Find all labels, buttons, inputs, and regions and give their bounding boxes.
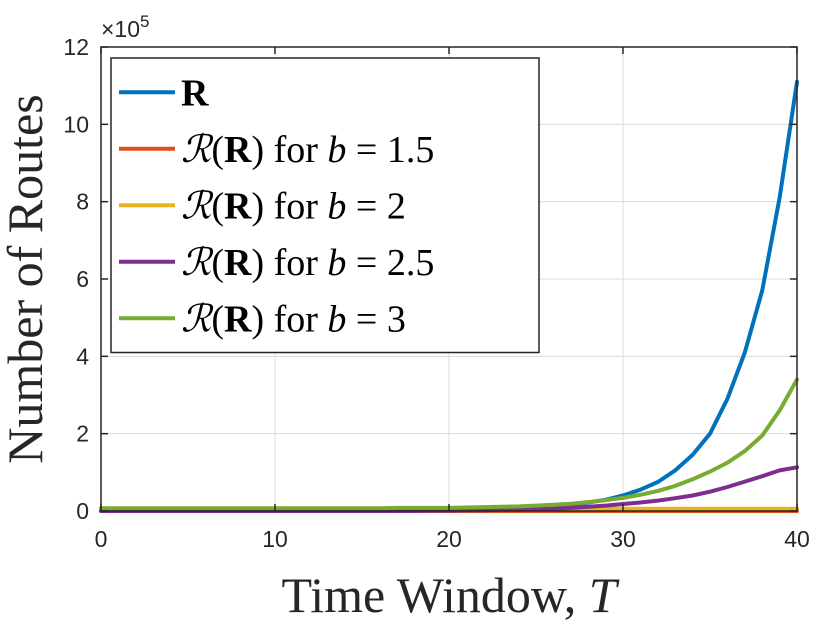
y-tick-label: 6 — [76, 266, 89, 292]
x-tick-label: 20 — [436, 526, 462, 552]
legend-entry-4: ℛ(R) for b = 2.5 — [181, 242, 434, 284]
x-tick-label: 0 — [95, 526, 108, 552]
legend-entry-1: R — [181, 72, 209, 114]
y-tick-label: 12 — [63, 34, 89, 60]
x-tick-label: 30 — [610, 526, 636, 552]
legend: R ℛ(R) for b = 1.5 ℛ(R) for b = 2 ℛ(R) for … — [110, 57, 540, 354]
tick-labels: 0 10 20 30 40 0 2 4 6 8 10 12 — [63, 34, 809, 552]
y-tick-label: 0 — [76, 498, 89, 524]
ticks — [100, 46, 798, 512]
y-tick-label: 8 — [76, 189, 89, 215]
y-tick-label: 10 — [63, 111, 89, 137]
x-tick-label: 40 — [784, 526, 810, 552]
legend-entry-3: ℛ(R) for b = 2 — [181, 185, 406, 227]
legend-box — [110, 57, 540, 354]
legend-entry-2: ℛ(R) for b = 1.5 — [181, 129, 434, 171]
y-axis-title: Number of Routes — [0, 94, 53, 463]
legend-entry-5: ℛ(R) for b = 3 — [181, 298, 406, 340]
y-tick-label: 2 — [76, 421, 89, 447]
x-axis-title: Time Window, T — [281, 567, 619, 623]
y-axis-exponent: ×105 — [101, 12, 149, 42]
x-tick-label: 10 — [262, 526, 288, 552]
y-tick-label: 4 — [76, 343, 89, 369]
